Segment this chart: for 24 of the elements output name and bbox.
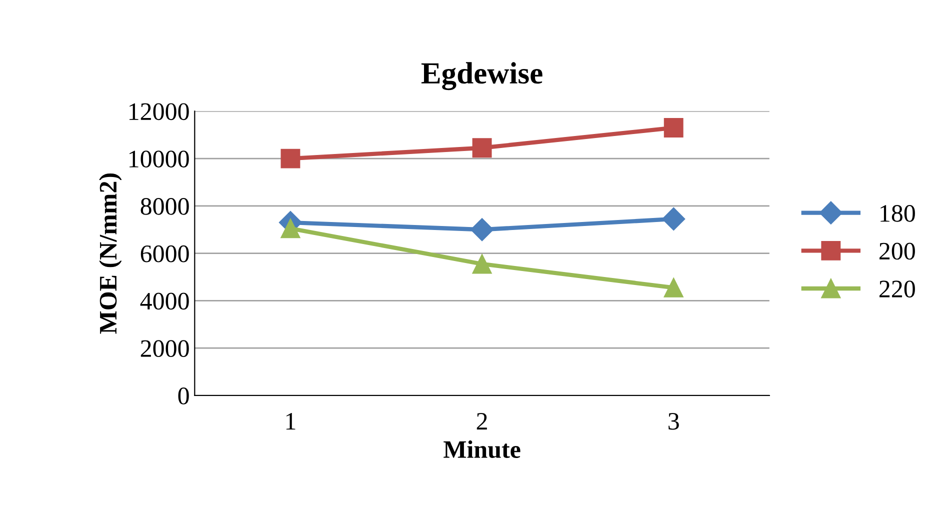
point xyxy=(472,254,492,274)
point xyxy=(280,218,300,238)
point xyxy=(662,207,686,230)
y-tick-label: 6000 xyxy=(140,245,189,262)
y-tick-label: 4000 xyxy=(140,292,189,310)
y-tick-label: 10000 xyxy=(130,150,189,168)
legend-label: 220 xyxy=(880,280,915,298)
chart-title: Egdewise xyxy=(421,62,542,90)
point xyxy=(664,118,684,138)
y-tick-label: 0 xyxy=(178,388,189,404)
y-tick-label: 8000 xyxy=(140,198,189,215)
point xyxy=(470,218,494,242)
x-tick-label: 2 xyxy=(476,412,487,430)
legend-label: 180 xyxy=(880,204,915,222)
point xyxy=(280,148,300,168)
x-tick-label: 1 xyxy=(286,413,296,430)
x-tick-label: 3 xyxy=(668,412,679,430)
x-axis-title: Minute xyxy=(444,440,520,458)
legend-label: 200 xyxy=(880,242,915,260)
y-axis-title: MOE (N/mm2) xyxy=(99,174,122,334)
y-tick-label: 12000 xyxy=(130,103,189,120)
point xyxy=(664,278,684,298)
y-tick-label: 2000 xyxy=(140,340,189,358)
point xyxy=(472,138,492,158)
